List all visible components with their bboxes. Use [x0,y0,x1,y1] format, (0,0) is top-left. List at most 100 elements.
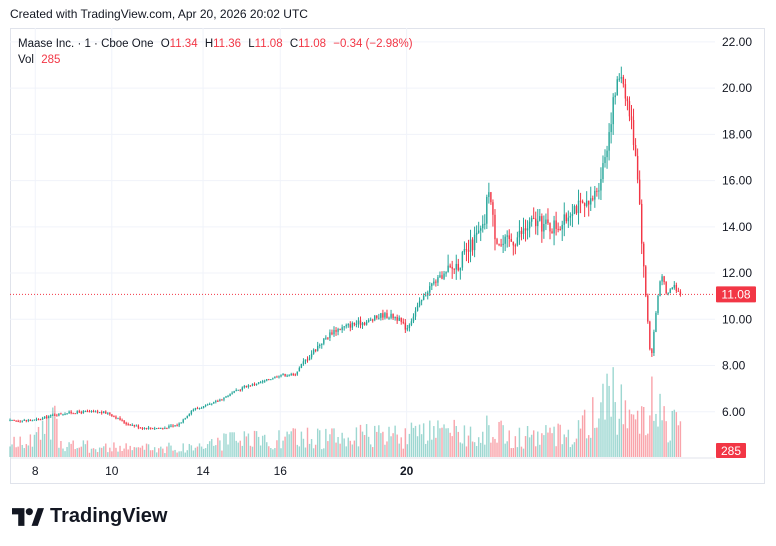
candle-body [632,120,635,145]
candle-body [176,425,178,427]
candle-body [565,214,568,222]
candle-body [392,313,394,319]
volume-bar [233,432,235,457]
volume-bar [384,444,386,457]
symbol-label[interactable]: Maase Inc. · 1 · Cboe One [18,38,154,50]
candle-body [665,282,667,294]
volume-bar [675,412,678,457]
volume-bar [227,444,229,457]
volume-bar [176,452,178,457]
volume-bar [160,446,162,457]
volume-bar [237,442,239,457]
volume-bar [290,431,292,457]
candle-body [484,223,486,225]
volume-bar [429,420,431,457]
volume-bar [567,429,570,457]
price-tick-label: 20.00 [722,81,752,95]
volume-bar [455,425,457,457]
candle-body [506,235,508,237]
candle-body [168,425,170,429]
tradingview-brand[interactable]: TradingView [12,505,167,528]
candle-body [319,344,321,346]
candle-body [618,78,620,80]
volume-bar [213,445,215,457]
volume-bar [592,397,594,457]
candle-body [94,411,97,413]
candle-body [447,265,449,273]
candle-body [172,425,174,427]
candle-body [473,234,476,251]
candle-body [60,413,62,415]
candle-body [465,249,468,251]
volume-bar [243,431,246,457]
candle-body [345,325,347,327]
last-price-badge [716,286,756,303]
candle-body [608,132,610,151]
volume-bar [257,436,260,457]
candle-body [158,427,160,429]
volume-bar [480,442,482,457]
volume-bar [98,447,101,457]
candle-body [243,386,246,388]
candle-body [445,272,447,274]
candle-body [406,328,409,330]
volume-bar [9,446,11,457]
volume-bar [382,431,384,457]
time-tick-label: 16 [274,464,288,478]
volume-bar [406,444,409,457]
volume-bar [266,442,268,457]
volume-bar [638,433,641,457]
volume-bar [70,443,72,457]
volume-bar [490,442,492,457]
candle-body [310,353,313,358]
candle-body [178,423,180,426]
close-label: C [289,38,299,50]
volume-bar [541,433,543,457]
volume-bar [565,437,568,457]
last-volume-label: 285 [721,444,741,458]
candle-body [410,321,413,325]
volume-bar [502,425,504,457]
candle-body [400,317,402,322]
candle-body [429,286,431,293]
volume-bar [80,446,83,457]
candle-body [278,376,280,378]
volume-bar [539,444,541,457]
candle-body [516,237,519,246]
candle-body [630,116,633,121]
volume-bar [632,414,635,457]
volume-bar [361,431,364,457]
volume-bar [614,402,616,457]
volume-bar [500,420,502,457]
price-tick-label: 22.00 [722,35,752,49]
candle-body [579,200,582,202]
volume-bar [255,431,258,457]
candle-body [475,232,478,235]
candle-body [70,411,72,414]
candle-body [109,412,111,415]
volume-bar [477,437,480,457]
volume-bar [439,428,441,457]
candle-body [581,201,584,204]
volume-bar [636,410,639,457]
volume-bar [178,451,180,457]
volume-bar [198,443,201,457]
candle-body [72,413,74,415]
last-price-label: 11.08 [721,287,750,301]
volume-bar [33,434,36,457]
candle-body [588,200,590,205]
volume-bar [123,448,125,457]
volume-bar [300,431,303,457]
candle-body [524,228,527,231]
candle-body [433,281,435,284]
candle-body [23,419,25,421]
volume-bar [402,448,404,457]
volume-bar [579,428,582,457]
volume-bar [296,444,299,457]
volume-bar [314,444,317,457]
volume-bar [192,450,195,457]
candle-body [229,393,231,397]
candle-body [372,319,374,321]
candle-body [647,295,649,322]
